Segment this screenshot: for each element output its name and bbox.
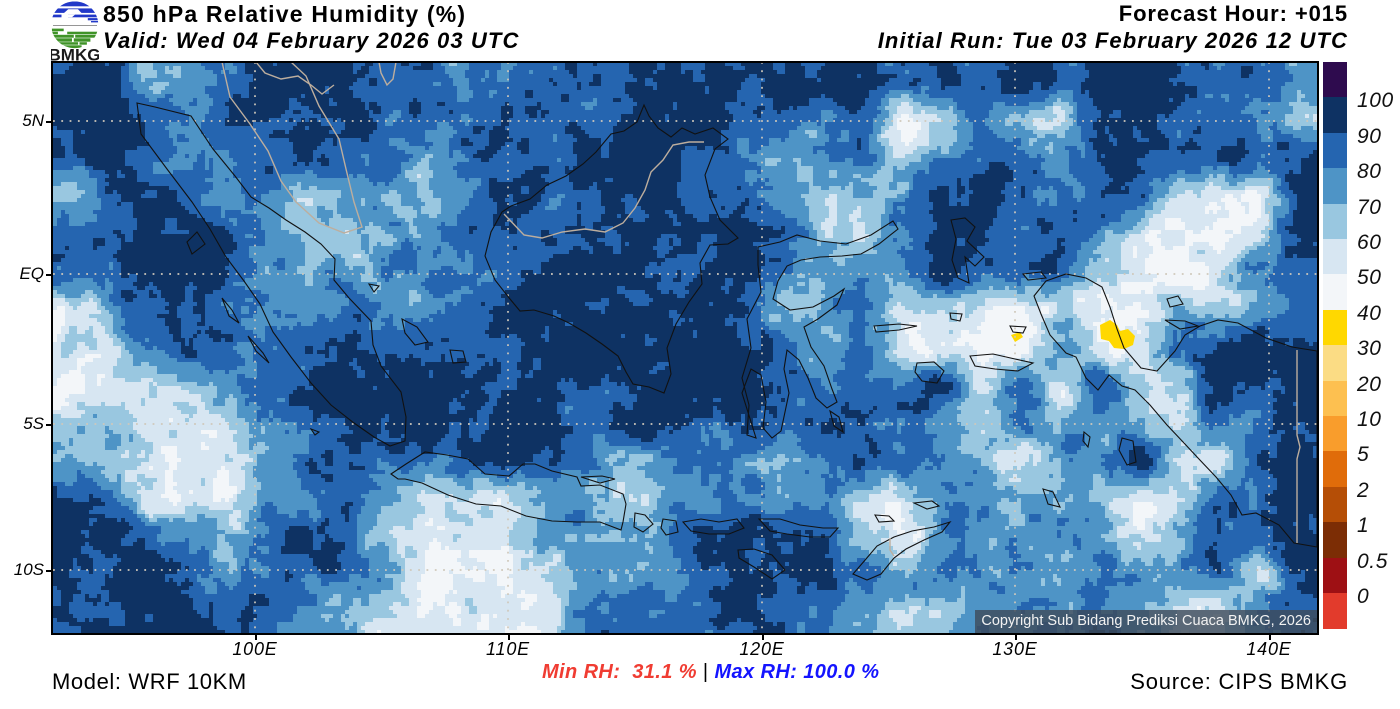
svg-text:BMKG: BMKG [51, 46, 99, 63]
